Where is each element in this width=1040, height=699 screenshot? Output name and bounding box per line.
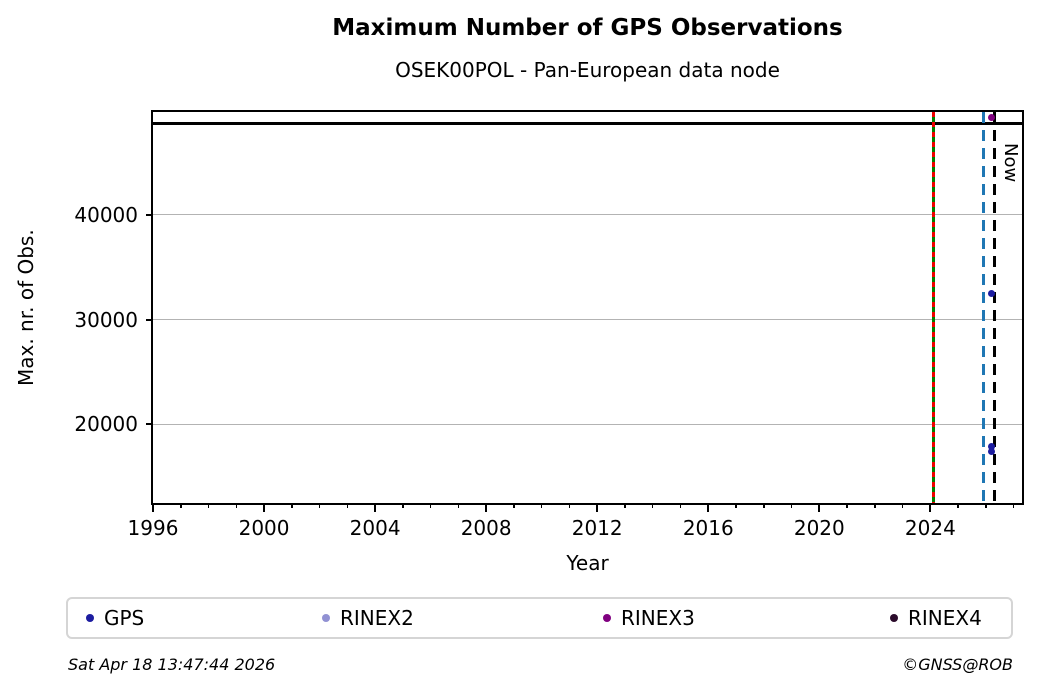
blue-event-line — [981, 112, 985, 503]
x-minor-tick-2009 — [513, 503, 515, 508]
x-major-tick-2016 — [707, 503, 710, 512]
x-major-tick-2020 — [818, 503, 821, 512]
x-tick-label-2000: 2000 — [238, 516, 290, 540]
gridline-y-20000 — [153, 423, 1022, 426]
x-major-tick-2008 — [485, 503, 488, 512]
gridline-y-40000 — [153, 213, 1022, 216]
x-minor-tick-2025 — [957, 503, 959, 508]
plot-frame — [151, 110, 1024, 505]
x-major-tick-1996 — [152, 503, 154, 512]
x-tick-label-2016: 2016 — [682, 516, 734, 540]
x-minor-tick-2019 — [790, 503, 793, 508]
legend: GPS RINEX2 RINEX3 RINEX4 — [66, 597, 1013, 639]
x-minor-tick-1998 — [207, 503, 210, 508]
data-point-rinex3-0 — [987, 113, 995, 121]
x-minor-tick-2003 — [346, 503, 349, 508]
legend-dot-rinex3 — [603, 614, 611, 622]
legend-item-rinex2: RINEX2 — [322, 608, 414, 628]
data-point-gps-0 — [987, 289, 995, 297]
x-minor-tick-2011 — [568, 503, 571, 508]
x-minor-tick-2013 — [624, 503, 626, 508]
data-point-gps-1 — [987, 442, 995, 450]
legend-dot-rinex2 — [322, 614, 330, 622]
max-obs-line — [153, 122, 1022, 126]
x-axis-label: Year — [566, 551, 609, 575]
x-tick-label-2008: 2008 — [460, 516, 512, 540]
x-minor-tick-2001 — [291, 503, 293, 508]
x-minor-tick-2007 — [457, 503, 460, 508]
y-tick-label-40000: 40000 — [74, 202, 138, 227]
x-tick-label-2024: 2024 — [904, 516, 956, 540]
x-major-tick-2000 — [263, 503, 266, 512]
x-minor-tick-2002 — [318, 503, 321, 508]
legend-item-rinex3: RINEX3 — [603, 608, 695, 628]
x-minor-tick-2017 — [735, 503, 737, 508]
plot-area: Now — [151, 110, 1024, 505]
legend-item-rinex4: RINEX4 — [890, 608, 982, 628]
legend-dot-gps — [86, 614, 94, 622]
data-point-gps-2 — [987, 448, 995, 456]
x-minor-tick-2005 — [402, 503, 404, 508]
x-tick-label-2020: 2020 — [793, 516, 845, 540]
x-minor-tick-2021 — [846, 503, 848, 508]
x-tick-label-2012: 2012 — [571, 516, 623, 540]
plot-timestamp: Sat Apr 18 13:47:44 2026 — [68, 655, 276, 674]
red-event-line — [931, 112, 935, 503]
legend-dot-rinex4 — [890, 614, 898, 622]
gridline-y-30000 — [153, 318, 1022, 321]
x-minor-tick-2027 — [1012, 503, 1015, 508]
x-minor-tick-2026 — [985, 503, 987, 508]
legend-item-gps: GPS — [86, 608, 144, 628]
y-tick-20000 — [146, 423, 153, 426]
x-minor-tick-2014 — [651, 503, 654, 508]
x-minor-tick-1999 — [235, 503, 238, 508]
legend-label-rinex3: RINEX3 — [621, 606, 695, 630]
x-minor-tick-2015 — [679, 503, 682, 508]
x-minor-tick-2018 — [763, 503, 765, 508]
copyright-credit: ©GNSS@ROB — [902, 655, 1013, 674]
y-tick-40000 — [146, 213, 153, 216]
y-tick-label-30000: 30000 — [74, 307, 138, 332]
legend-label-rinex4: RINEX4 — [908, 606, 982, 630]
x-tick-label-1996: 1996 — [127, 516, 179, 540]
now-line-label: Now — [1000, 143, 1022, 183]
x-major-tick-2024 — [929, 503, 932, 512]
x-minor-tick-2022 — [874, 503, 876, 508]
x-minor-tick-1997 — [180, 503, 182, 508]
y-axis: 20000 30000 40000 — [0, 112, 153, 503]
y-tick-label-20000: 20000 — [74, 412, 138, 437]
x-minor-tick-2010 — [540, 503, 543, 508]
x-major-tick-2004 — [374, 503, 377, 512]
x-minor-tick-2023 — [901, 503, 904, 508]
x-axis: 1996 2000 2004 2008 2012 2016 2020 2024 — [128, 503, 1022, 563]
y-tick-30000 — [146, 318, 153, 321]
now-line — [992, 112, 996, 503]
legend-label-rinex2: RINEX2 — [340, 606, 414, 630]
chart-subtitle: OSEK00POL - Pan-European data node — [395, 58, 780, 82]
x-tick-label-2004: 2004 — [349, 516, 401, 540]
chart-title: Maximum Number of GPS Observations — [332, 15, 843, 41]
legend-label-gps: GPS — [104, 606, 145, 630]
x-major-tick-2012 — [596, 503, 599, 512]
x-minor-tick-2006 — [429, 503, 432, 508]
